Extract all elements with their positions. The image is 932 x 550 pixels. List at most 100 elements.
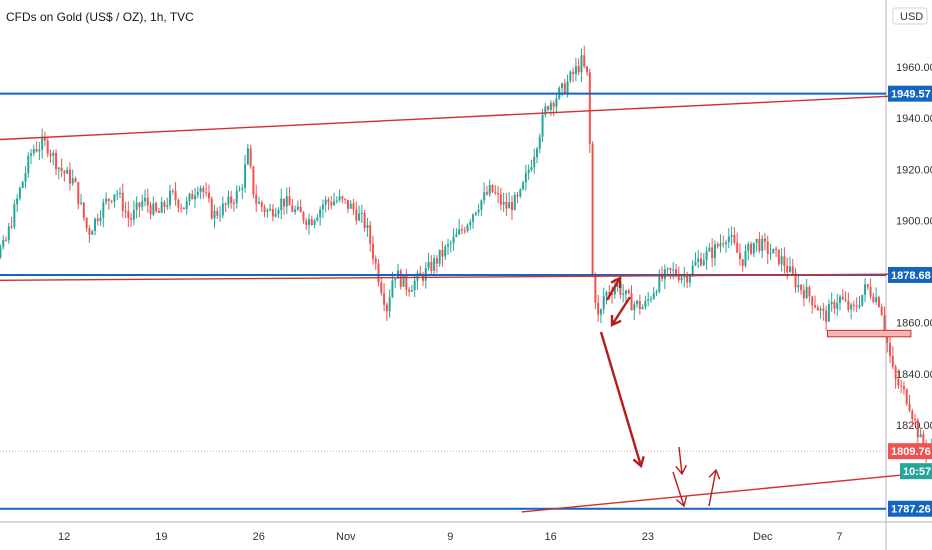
candle-body <box>105 198 108 203</box>
y-tick-label: 1900.00 <box>896 215 932 227</box>
candle-body <box>18 187 21 199</box>
candle-body <box>861 294 864 306</box>
candle-body <box>505 201 508 209</box>
candle-body <box>255 194 258 204</box>
candle-body <box>730 234 733 237</box>
candle-body <box>49 153 52 156</box>
candle-body <box>299 206 302 213</box>
candle-body <box>280 198 283 211</box>
candle-body <box>669 268 672 270</box>
candle-body <box>302 212 305 221</box>
chart-title: CFDs on Gold (US$ / OZ), 1h, TVC <box>6 10 194 24</box>
candle-body <box>605 292 608 296</box>
candle-body <box>30 153 33 156</box>
candle-body <box>463 230 466 232</box>
candle-body <box>624 290 627 294</box>
candle-body <box>833 301 836 309</box>
candle-body <box>80 202 83 204</box>
down-arrow-head <box>675 464 688 476</box>
candle-body <box>371 243 374 259</box>
candle-body <box>327 199 330 203</box>
candle-body <box>413 280 416 291</box>
supply-zone[interactable] <box>827 329 912 338</box>
candle-body <box>883 315 886 332</box>
x-tick-label: Dec <box>753 531 773 543</box>
candle-body <box>472 214 475 222</box>
candle-body <box>252 166 255 195</box>
candle-body <box>277 210 280 214</box>
candle-body <box>260 202 263 207</box>
down-arrow[interactable] <box>599 331 643 467</box>
candle-body <box>638 300 641 310</box>
candle-body <box>872 296 875 302</box>
candle-body <box>738 252 741 260</box>
candle-body <box>633 304 636 311</box>
candle-body <box>99 217 102 222</box>
candle-body <box>177 199 180 208</box>
candle-body <box>588 72 591 145</box>
candle-body <box>127 211 130 218</box>
candle-body <box>622 293 625 295</box>
up-arrow[interactable] <box>708 469 717 507</box>
candle-body <box>447 244 450 247</box>
candle-body <box>741 259 744 266</box>
candle-body <box>171 190 174 192</box>
candle-body <box>700 258 703 266</box>
candle-body <box>344 198 347 200</box>
candle-body <box>294 209 297 212</box>
countdown-label: 10:57 <box>903 466 931 478</box>
countdown-box <box>900 463 932 480</box>
down-arrow[interactable] <box>610 296 632 326</box>
candle-body <box>68 169 71 184</box>
trendline[interactable] <box>0 93 932 141</box>
candle-body <box>655 291 658 294</box>
candle-body <box>16 198 19 205</box>
candle-body <box>321 204 324 210</box>
down-arrow[interactable] <box>678 446 683 475</box>
candle-body <box>174 191 177 200</box>
candle-body <box>666 268 669 270</box>
candle-body <box>574 66 577 75</box>
candle-body <box>169 190 172 206</box>
candle-body <box>544 106 547 115</box>
candle-body <box>530 167 533 170</box>
candle-body <box>697 258 700 262</box>
currency-label[interactable]: USD <box>900 11 923 23</box>
down-arrow[interactable] <box>672 471 685 507</box>
candle-body <box>313 220 316 225</box>
candle-body <box>641 307 644 310</box>
price-label-box <box>888 443 932 460</box>
candle-body <box>235 190 238 204</box>
candle-body <box>497 193 500 195</box>
candle-body <box>380 282 383 294</box>
candle-body <box>196 191 199 196</box>
candle-body <box>769 253 772 255</box>
candle-body <box>333 201 336 206</box>
candle-body <box>875 297 878 302</box>
candle-body <box>916 419 919 438</box>
trendline[interactable] <box>0 272 932 281</box>
candle-body <box>630 293 633 311</box>
candle-body <box>816 307 819 311</box>
candle-body <box>847 300 850 310</box>
candle-body <box>758 238 761 251</box>
candle-body <box>296 206 299 210</box>
candle-body <box>221 203 224 216</box>
candle-body <box>722 243 725 245</box>
candle-body <box>455 234 458 237</box>
candle-body <box>305 220 308 225</box>
trendline[interactable] <box>521 438 932 513</box>
x-tick-label: 19 <box>155 531 167 543</box>
candle-body <box>708 247 711 252</box>
candle-body <box>385 304 388 312</box>
up-arrow[interactable] <box>605 277 622 301</box>
candle-body <box>736 242 739 253</box>
candle-body <box>683 275 686 278</box>
candle-body <box>141 201 144 208</box>
candle-body <box>52 152 55 156</box>
candle-body <box>330 202 333 206</box>
candle-body <box>572 71 575 75</box>
candle-body <box>538 136 541 149</box>
candle-body <box>613 287 616 295</box>
